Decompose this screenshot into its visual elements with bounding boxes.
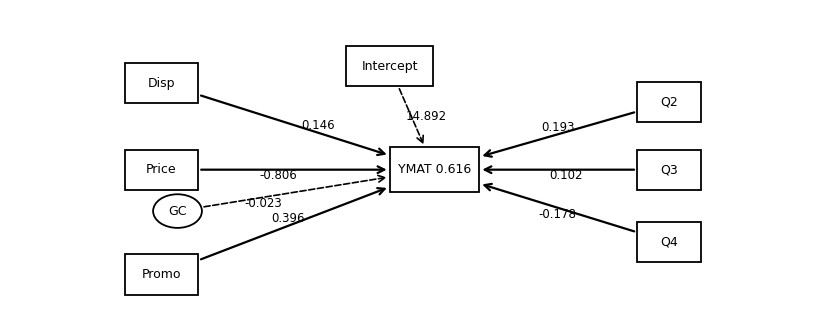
Text: Promo: Promo <box>142 268 181 281</box>
Text: Q3: Q3 <box>659 163 677 176</box>
Text: 0.193: 0.193 <box>541 121 574 134</box>
FancyBboxPatch shape <box>346 46 432 86</box>
FancyBboxPatch shape <box>124 63 198 103</box>
Text: 0.396: 0.396 <box>271 212 305 224</box>
FancyBboxPatch shape <box>124 150 198 190</box>
FancyBboxPatch shape <box>389 147 479 192</box>
Text: Q2: Q2 <box>659 96 677 109</box>
Text: Disp: Disp <box>147 77 175 89</box>
Text: 0.146: 0.146 <box>301 119 335 132</box>
Text: -0.023: -0.023 <box>243 197 282 210</box>
Text: YMAT 0.616: YMAT 0.616 <box>397 163 470 176</box>
FancyBboxPatch shape <box>124 254 198 295</box>
FancyBboxPatch shape <box>636 222 700 262</box>
Text: Price: Price <box>146 163 176 176</box>
Text: -0.178: -0.178 <box>538 208 575 221</box>
Text: 0.102: 0.102 <box>549 169 582 182</box>
Text: Q4: Q4 <box>659 236 677 249</box>
FancyBboxPatch shape <box>636 150 700 190</box>
Text: 14.892: 14.892 <box>405 111 446 123</box>
Text: -0.806: -0.806 <box>259 169 297 182</box>
FancyBboxPatch shape <box>636 82 700 122</box>
Text: Intercept: Intercept <box>361 60 417 73</box>
Ellipse shape <box>153 194 202 228</box>
Text: GC: GC <box>168 205 186 218</box>
